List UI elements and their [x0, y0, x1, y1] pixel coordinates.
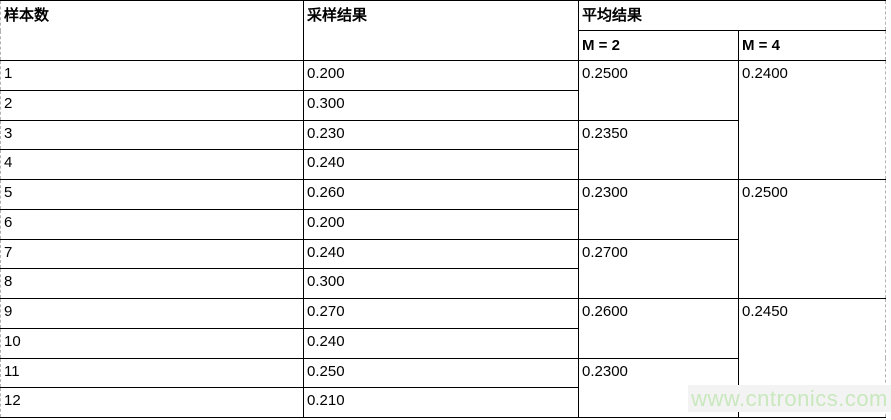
sample-value-cell: 0.260 — [303, 179, 579, 210]
sample-value-cell: 0.300 — [303, 268, 579, 299]
sample-value-cell: 0.200 — [303, 60, 579, 91]
avg-m4-cell: 0.2400 — [737, 60, 887, 180]
table-row: 7 0.240 0.2700 — [0, 238, 886, 299]
table-row: 12 0.210 — [0, 387, 886, 418]
table-row: 5 0.260 0.2300 0.2500 — [0, 179, 887, 299]
table-row: 8 0.300 — [0, 268, 886, 299]
avg-m2-cell: 0.2600 — [578, 298, 739, 359]
sample-value-cell: 0.300 — [303, 89, 579, 121]
sample-index-cell: 6 — [0, 208, 304, 240]
sample-index-cell: 8 — [0, 268, 304, 299]
avg-m4-cell: 0.2500 — [737, 179, 887, 299]
sample-value-cell: 0.270 — [303, 298, 579, 329]
sample-index-cell: 4 — [0, 149, 304, 180]
header-sampling-result: 采样结果 — [303, 0, 579, 61]
table-row: 9 0.270 0.2600 0.2450 — [0, 298, 887, 418]
header-row-1: 样本数 采样结果 平均结果 — [0, 0, 887, 61]
avg-m2-cell: 0.2300 — [578, 179, 739, 240]
sample-value-cell: 0.250 — [303, 357, 579, 389]
header-average-result: 平均结果 — [577, 0, 887, 31]
watermark: www.cntronics.com — [688, 385, 891, 412]
sample-value-cell: 0.210 — [303, 387, 579, 418]
sample-index-cell: 12 — [0, 387, 304, 418]
sample-index-cell: 10 — [0, 327, 304, 359]
sample-value-cell: 0.230 — [303, 119, 579, 151]
sample-index-cell: 1 — [0, 60, 304, 91]
avg-m2-cell: 0.2350 — [578, 119, 739, 180]
table-row: 1 0.200 0.2500 0.2400 — [0, 60, 887, 180]
sample-index-cell: 3 — [0, 119, 304, 151]
sample-value-cell: 0.240 — [303, 327, 579, 359]
avg-m2-cell: 0.2500 — [578, 60, 739, 121]
sample-value-cell: 0.200 — [303, 208, 579, 240]
sample-value-cell: 0.240 — [303, 149, 579, 180]
table-row: 6 0.200 — [0, 208, 886, 240]
sample-index-cell: 9 — [0, 298, 304, 329]
sample-index-cell: 5 — [0, 179, 304, 210]
avg-m2-cell: 0.2700 — [578, 238, 739, 299]
sample-index-cell: 7 — [0, 238, 304, 270]
header-sample-count: 样本数 — [0, 0, 304, 61]
avg-m2-cell: 0.2300 — [578, 357, 739, 418]
sample-value-cell: 0.240 — [303, 238, 579, 270]
header-m2: M = 2 — [578, 30, 739, 61]
sample-index-cell: 11 — [0, 357, 304, 389]
header-m4: M = 4 — [737, 30, 887, 61]
header-row-2: M = 2 M = 4 — [1, 30, 887, 61]
sample-index-cell: 2 — [0, 89, 304, 121]
table-row: 3 0.230 0.2350 — [0, 119, 886, 180]
table-row: 11 0.250 0.2300 — [0, 357, 886, 418]
